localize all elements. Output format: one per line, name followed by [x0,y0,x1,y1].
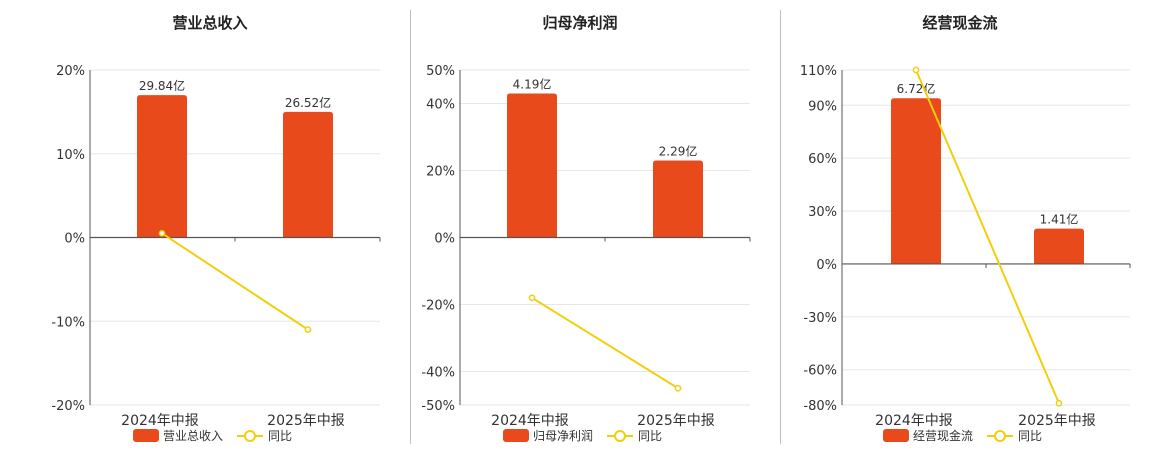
bar [137,95,187,238]
yoy-line [531,296,679,390]
y-tick-label: -30% [803,311,837,326]
chart-title: 归母净利润 [542,14,617,32]
bar-value-label: 6.72亿 [897,81,936,96]
bar [283,111,333,238]
y-tick-label: 0% [816,258,837,273]
bar [891,98,941,264]
legend-bar-label: 经营现金流 [913,428,973,443]
legend-line-marker [994,430,1006,442]
y-tick-label: -10% [51,315,85,330]
y-tick-label: -20% [51,399,85,414]
yoy-point [158,229,166,237]
bar-value-label: 26.52亿 [285,95,331,110]
y-tick-label: 20% [426,165,455,180]
legend-bar-label: 归母净利润 [533,429,593,443]
legend-bar-swatch[interactable] [503,429,529,442]
bar-value-label: 1.41亿 [1040,212,1079,227]
legend-bar-label: 营业总收入 [163,429,223,443]
legend-line-label: 同比 [1018,429,1042,443]
bar [653,160,703,238]
y-tick-label: -20% [421,299,455,314]
y-tick-label: 0% [434,232,455,247]
bar [507,93,557,238]
y-tick-label: 0% [64,232,85,247]
bar [1034,228,1084,264]
yoy-line [915,69,1060,404]
x-category-label: 2024年中报 [491,413,569,429]
y-tick-label: 40% [426,98,455,113]
yoy-point [1055,399,1063,407]
x-category-label: 2024年中报 [121,413,199,429]
x-category-label: 2024年中报 [875,413,953,429]
bar-value-label: 29.84亿 [139,78,185,93]
y-tick-label: 50% [426,64,455,79]
y-tick-label: 30% [808,205,837,220]
bar-value-label: 4.19亿 [513,76,552,91]
legend-line-label: 同比 [638,429,662,443]
yoy-point [912,66,920,74]
panel-divider [410,10,411,444]
y-tick-label: 60% [808,152,837,167]
yoy-point [674,384,682,392]
y-tick-label: 110% [800,64,837,79]
yoy-line [161,232,309,331]
y-tick-label: -60% [803,364,837,379]
legend-line-marker [244,430,256,442]
legend-bar-swatch[interactable] [883,429,909,442]
chart-title: 营业总收入 [172,14,247,32]
bar-value-label: 2.29亿 [659,143,698,158]
x-category-label: 2025年中报 [267,413,345,429]
legend-bar-swatch[interactable] [133,429,159,442]
yoy-point [528,294,536,302]
y-tick-label: -50% [421,399,455,414]
y-tick-label: -80% [803,399,837,414]
y-tick-label: -40% [421,366,455,381]
x-category-label: 2025年中报 [637,413,715,429]
y-tick-label: 10% [56,148,85,163]
legend-line-label: 同比 [268,429,292,443]
y-tick-label: 90% [808,99,837,114]
x-category-label: 2025年中报 [1018,413,1096,429]
y-tick-label: 20% [56,64,85,79]
panel-divider [780,10,781,444]
legend-line-marker [614,430,626,442]
chart-title: 经营现金流 [922,14,997,32]
yoy-point [304,326,312,333]
